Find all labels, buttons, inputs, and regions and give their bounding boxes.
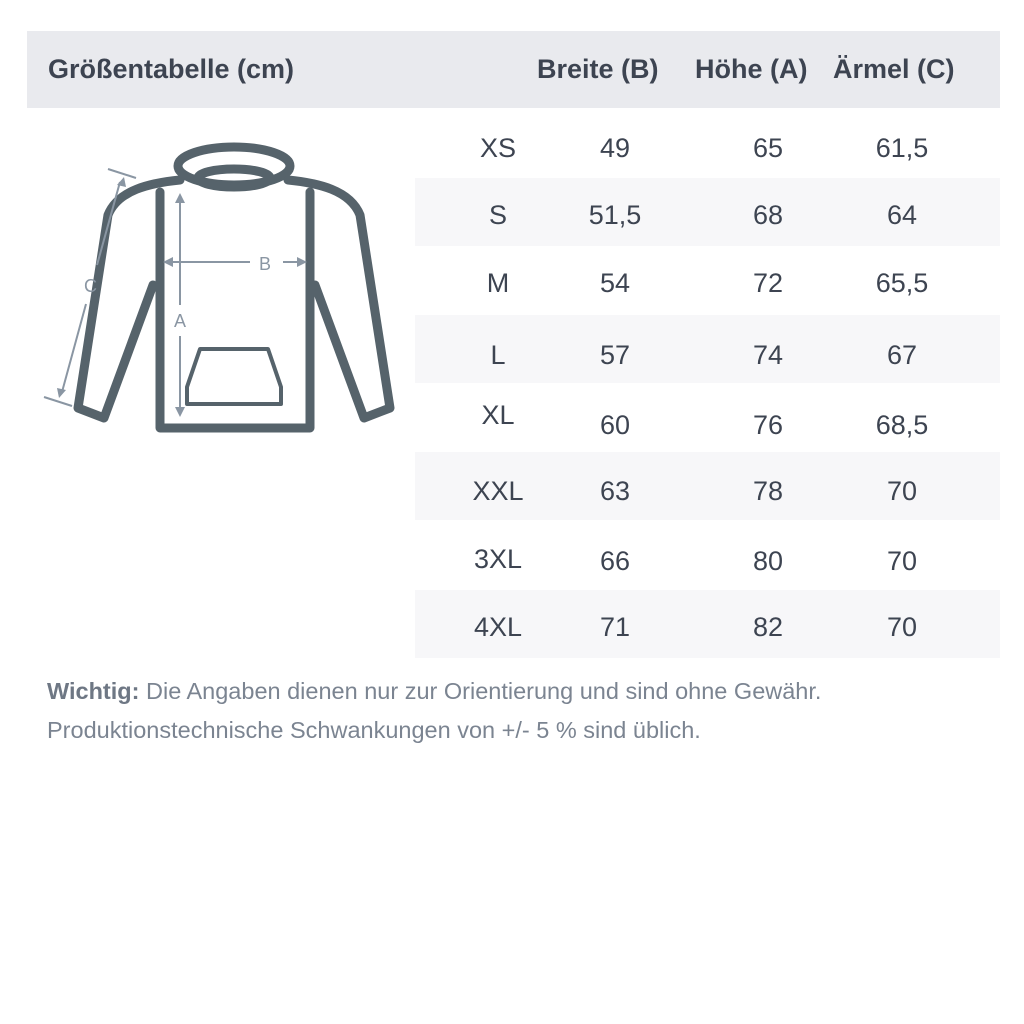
cell-breite: 71: [599, 612, 631, 642]
cell-aermel: 70: [886, 476, 918, 506]
cell-hoehe: 74: [752, 340, 784, 370]
cell-size: S: [488, 200, 508, 230]
table-row: 4XL 71 82 70: [415, 590, 1000, 658]
table-row: M 54 72 65,5: [415, 246, 1000, 314]
cell-breite: 49: [599, 133, 631, 163]
cell-size: XS: [479, 133, 517, 163]
cell-size: 4XL: [473, 612, 523, 642]
cell-hoehe: 68: [752, 200, 784, 230]
cell-breite: 60: [599, 410, 631, 440]
note-line-2: Produktionstechnische Schwankungen von +…: [47, 717, 701, 743]
cell-hoehe: 78: [752, 476, 784, 506]
column-header-aermel: Ärmel (C): [833, 54, 955, 84]
table-row: L 57 74 67: [415, 315, 1000, 383]
label-c: C: [84, 276, 97, 296]
label-a: A: [174, 311, 186, 331]
note-label: Wichtig:: [47, 678, 140, 704]
cell-aermel: 70: [886, 612, 918, 642]
measurement-arrows: [43, 168, 307, 417]
cell-size: XL: [481, 400, 515, 430]
column-header-breite: Breite (B): [537, 54, 659, 84]
page-title: Größentabelle (cm): [48, 54, 295, 84]
table-row: 3XL 66 80 70: [415, 521, 1000, 589]
cell-aermel: 65,5: [875, 268, 929, 298]
label-b: B: [259, 254, 271, 274]
cell-hoehe: 80: [752, 546, 784, 576]
table-row: S 51,5 68 64: [415, 178, 1000, 246]
cell-size: 3XL: [473, 544, 523, 574]
hoodie-measurement-diagram: A B C: [43, 142, 395, 433]
cell-breite: 54: [599, 268, 631, 298]
cell-aermel: 70: [886, 546, 918, 576]
cell-breite: 66: [599, 546, 631, 576]
cell-breite: 51,5: [588, 200, 642, 230]
hoodie-outline: [73, 142, 395, 433]
cell-aermel: 67: [886, 340, 918, 370]
cell-aermel: 61,5: [875, 133, 929, 163]
table-row: XS 49 65 61,5: [415, 112, 1000, 180]
cell-aermel: 64: [886, 200, 918, 230]
note-line-1: Wichtig: Die Angaben dienen nur zur Orie…: [47, 678, 821, 705]
cell-size: M: [486, 268, 510, 298]
cell-size: XXL: [472, 476, 524, 506]
cell-hoehe: 82: [752, 612, 784, 642]
table-header: Größentabelle (cm) Breite (B) Höhe (A) Ä…: [27, 31, 1000, 108]
table-row: XXL 63 78 70: [415, 452, 1000, 520]
table-row: XL 60 76 68,5: [415, 384, 1000, 452]
cell-breite: 63: [599, 476, 631, 506]
cell-aermel: 68,5: [875, 410, 929, 440]
cell-size: L: [490, 340, 506, 370]
cell-hoehe: 65: [752, 133, 784, 163]
column-header-hoehe: Höhe (A): [695, 54, 808, 84]
cell-hoehe: 72: [752, 268, 784, 298]
cell-hoehe: 76: [752, 410, 784, 440]
cell-breite: 57: [599, 340, 631, 370]
note-text: Die Angaben dienen nur zur Orientierung …: [139, 678, 822, 704]
